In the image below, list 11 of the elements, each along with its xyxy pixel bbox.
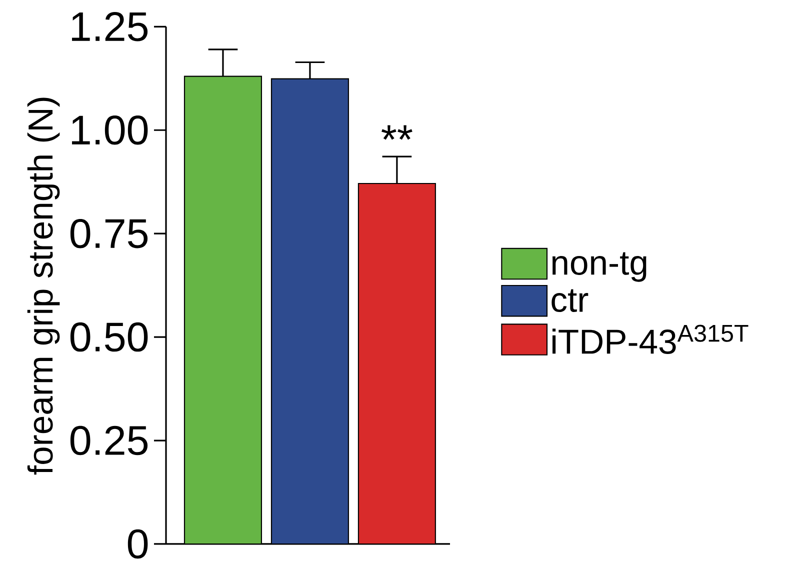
- y-tick-label: 0.75: [70, 218, 148, 248]
- legend-label: ctr: [552, 289, 588, 312]
- legend-label: iTDP-43$^{A315T}$: [552, 324, 748, 354]
- y-tick-label: 1.25: [72, 12, 148, 42]
- annotation: **: [382, 125, 412, 140]
- legend-label: non-tg: [552, 252, 646, 282]
- y-tick-label: 0.50: [70, 322, 148, 352]
- y-tick-label: 0.25: [70, 426, 148, 456]
- y-tick-label: 0: [128, 529, 148, 559]
- y-tick-label: 1.00: [72, 115, 148, 145]
- y-axis-title: forearm grip strength (N): [27, 98, 60, 475]
